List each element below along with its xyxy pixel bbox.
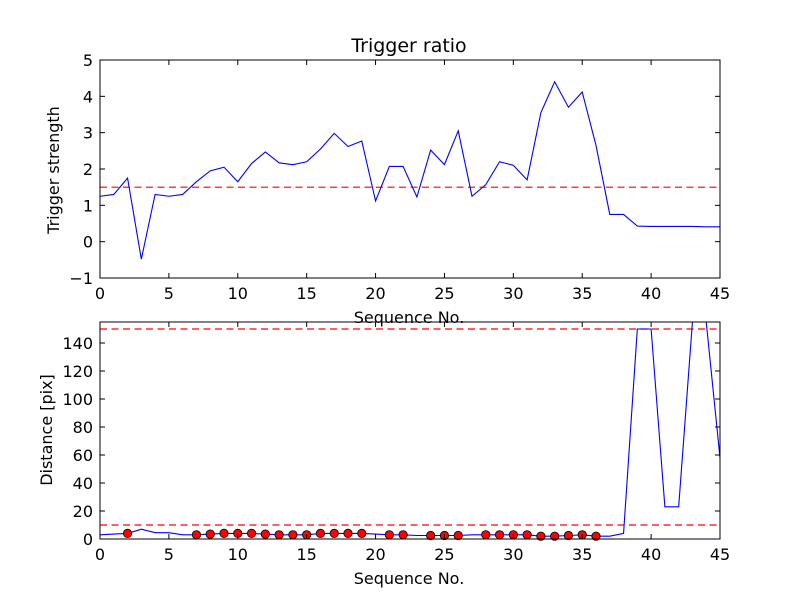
x-tick-label: 40 — [641, 284, 661, 303]
data-point-marker — [494, 530, 505, 540]
data-point-marker — [329, 528, 339, 539]
y-tick-label: 4 — [83, 87, 93, 106]
data-point-marker — [260, 529, 270, 539]
plot-frame — [99, 321, 721, 540]
data-point-marker — [536, 531, 546, 541]
data-point-marker — [522, 530, 532, 540]
x-tick-label: 15 — [296, 545, 316, 564]
data-point-marker — [191, 530, 202, 540]
y-tick-label: 3 — [83, 124, 93, 143]
data-point-marker — [205, 529, 215, 539]
x-tick-label: 25 — [434, 545, 454, 564]
y-tick-label: −1 — [69, 269, 93, 288]
x-tick-label: 30 — [503, 284, 523, 303]
data-point-marker — [357, 528, 367, 539]
x-tick-label: 10 — [228, 545, 248, 564]
x-tick-label: 20 — [365, 284, 385, 303]
x-tick-label: 15 — [296, 284, 316, 303]
data-point-marker — [288, 530, 298, 540]
data-point-marker — [563, 530, 574, 541]
data-point-marker — [550, 531, 560, 541]
x-tick-label: 0 — [95, 545, 105, 564]
y-tick-label: 40 — [73, 474, 93, 493]
data-point-marker — [343, 528, 353, 539]
y-tick-label: 1 — [83, 196, 93, 215]
data-point-marker — [591, 531, 601, 541]
data-point-marker — [315, 528, 326, 539]
y-tick-label: 0 — [83, 530, 93, 549]
chart-title: Trigger ratio — [350, 35, 466, 57]
distance-chart: Distance [pix] Sequence No. 0 5 10 15 20 25 30… — [37, 321, 730, 588]
data-point-marker — [426, 530, 436, 541]
data-point-marker — [246, 528, 257, 539]
x-tick-label: 30 — [503, 545, 523, 564]
x-tick-label: 40 — [641, 545, 661, 564]
y-tick-label: 20 — [73, 502, 93, 521]
data-point-marker — [219, 528, 229, 539]
plot-frame — [99, 59, 721, 279]
x-tick-label: 45 — [710, 545, 730, 564]
x-tick-label: 25 — [434, 284, 454, 303]
trigger-ratio-chart: Trigger ratio Trigger strength Sequence … — [44, 35, 730, 327]
y-tick-label: 2 — [83, 160, 93, 179]
data-point-marker — [453, 530, 463, 541]
y-tick-label: 5 — [83, 51, 93, 70]
y-tick-label: 100 — [62, 390, 93, 409]
y-tick-label: 0 — [83, 233, 93, 252]
series-line — [100, 80, 720, 260]
data-point-marker — [398, 530, 408, 540]
y-tick-label: 80 — [73, 418, 93, 437]
x-axis-label: Sequence No. — [354, 308, 465, 327]
x-tick-label: 0 — [95, 284, 105, 303]
y-axis-label: Trigger strength — [44, 106, 63, 235]
x-tick-label: 5 — [164, 284, 174, 303]
data-point-marker — [481, 530, 491, 540]
series-line — [100, 322, 720, 537]
y-tick-label: 120 — [62, 362, 93, 381]
data-point-marker — [122, 528, 133, 539]
data-point-marker — [274, 530, 284, 540]
x-tick-label: 10 — [228, 284, 248, 303]
x-tick-label: 45 — [710, 284, 730, 303]
x-tick-label: 5 — [164, 545, 174, 564]
x-tick-label: 35 — [572, 545, 592, 564]
data-point-marker — [384, 530, 394, 540]
y-axis-label: Distance [pix] — [37, 374, 56, 486]
y-tick-label: 60 — [73, 446, 93, 465]
y-tick-label: 140 — [62, 334, 93, 353]
x-tick-label: 20 — [365, 545, 385, 564]
x-axis-label: Sequence No. — [354, 569, 465, 588]
x-tick-label: 35 — [572, 284, 592, 303]
